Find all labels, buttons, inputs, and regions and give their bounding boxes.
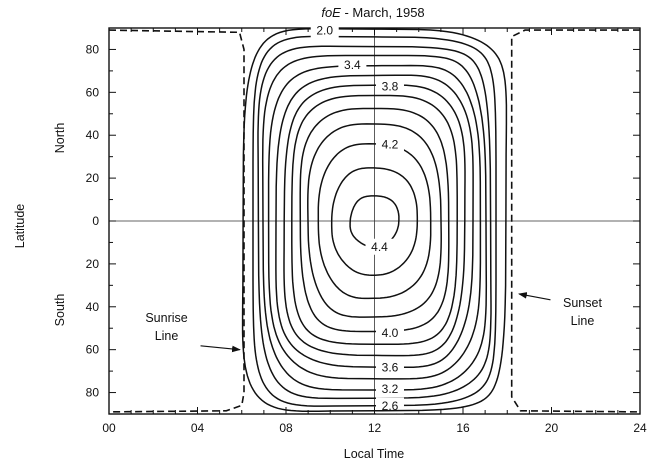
contour-3.9 [291, 94, 458, 346]
terminator-sunset [510, 29, 641, 413]
y-tick-label: 40 [86, 300, 100, 314]
terminator-sunrise [108, 29, 245, 413]
y-tick-label: 20 [86, 257, 100, 271]
contour-3.4 [267, 64, 482, 380]
y-axis-title: Latitude [13, 204, 27, 249]
x-tick-label: 04 [191, 421, 205, 435]
sunrise-arrow [200, 345, 241, 353]
contour-2.6 [252, 35, 497, 407]
contour-label: 3.6 [382, 360, 399, 374]
sunrise-label-line: Line [155, 329, 179, 343]
contour-label-bg [338, 56, 367, 73]
svg-text:foE - March, 1958: foE - March, 1958 [321, 5, 424, 20]
contour-4 [299, 107, 450, 333]
chart-title-rest: - March, 1958 [341, 5, 425, 20]
contour-3 [257, 45, 492, 400]
sunrise-label-line: Sunrise [145, 311, 187, 325]
contour-label: 2.0 [316, 24, 333, 38]
contour-4.1 [307, 123, 442, 318]
sunset-label-line: Sunset [563, 296, 602, 310]
contour-3.8 [283, 84, 466, 357]
x-tick-label: 16 [456, 421, 470, 435]
y-tick-label: 20 [86, 171, 100, 185]
x-tick-label: 20 [545, 421, 559, 435]
contour-label-bg [375, 397, 404, 414]
contour-2 [241, 28, 508, 412]
chart-title: foE - March, 1958 [321, 5, 424, 20]
y-tick-label: 80 [86, 386, 100, 400]
contour-label-bg [375, 324, 404, 341]
y-tick-label: 40 [86, 128, 100, 142]
x-tick-label: 12 [368, 421, 382, 435]
chart-title-italic: foE [321, 5, 341, 20]
contour-3.6 [275, 74, 474, 369]
contour-label-bg [375, 358, 404, 375]
contour-4.2 [317, 143, 432, 300]
contour-label: 3.2 [382, 382, 399, 396]
contour-label: 3.8 [382, 79, 399, 93]
contour-label: 4.0 [382, 326, 399, 340]
y-tick-label: 60 [86, 85, 100, 99]
contour-label-bg [365, 238, 394, 255]
y-axis-north-label: North [53, 123, 67, 154]
contour-label-bg [375, 380, 404, 397]
y-tick-label: 80 [86, 42, 100, 56]
contour-label: 4.2 [382, 137, 399, 151]
contour-label: 3.4 [344, 58, 361, 72]
contour-label-bg [310, 22, 339, 39]
y-tick-label: 60 [86, 343, 100, 357]
contour-label-bg [375, 77, 404, 94]
contour-label-bg [375, 135, 404, 152]
x-tick-label: 08 [279, 421, 293, 435]
y-axis-south-label: South [53, 294, 67, 327]
x-tick-label: 24 [633, 421, 647, 435]
sunset-arrow [518, 292, 551, 301]
contour-4.3 [330, 167, 419, 276]
contour-label: 4.4 [371, 240, 388, 254]
contour-label: 2.6 [382, 399, 399, 413]
y-tick-label: 0 [92, 214, 99, 228]
sunset-label-line: Line [571, 314, 595, 328]
x-tick-label: 00 [102, 421, 116, 435]
contour-3.2 [261, 54, 488, 391]
x-axis-title: Local Time [344, 447, 404, 461]
